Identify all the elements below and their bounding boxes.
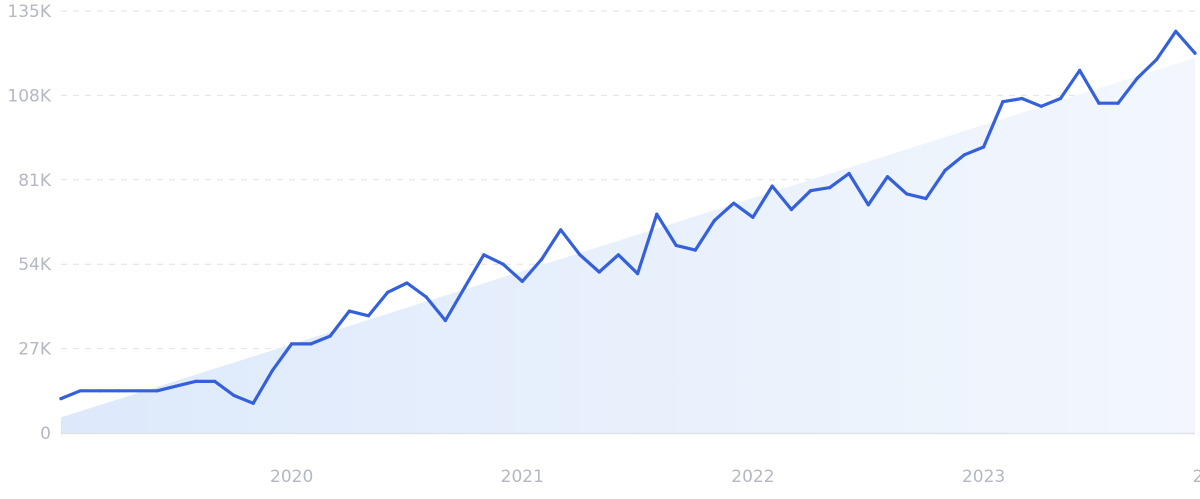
data-point bbox=[213, 379, 217, 383]
data-point bbox=[1097, 101, 1101, 105]
data-point bbox=[270, 368, 274, 373]
x-tick-label: 2023 bbox=[962, 467, 1005, 487]
y-tick-label: 54K bbox=[18, 255, 52, 275]
data-point bbox=[1174, 29, 1178, 33]
data-point bbox=[732, 201, 736, 205]
data-point bbox=[1039, 104, 1043, 108]
data-point bbox=[1193, 51, 1197, 55]
trend-area-fill bbox=[61, 57, 1195, 434]
data-point bbox=[386, 290, 390, 294]
data-point bbox=[290, 342, 294, 346]
data-point bbox=[866, 203, 870, 207]
data-point bbox=[693, 248, 697, 252]
data-point bbox=[1155, 57, 1159, 62]
data-point bbox=[616, 253, 621, 257]
data-point bbox=[559, 228, 563, 232]
data-point bbox=[578, 253, 582, 257]
data-point bbox=[155, 389, 159, 393]
data-point bbox=[136, 389, 140, 393]
x-tick-label: 2020 bbox=[270, 467, 313, 487]
data-point bbox=[885, 175, 890, 179]
x-tick-label: 2024 bbox=[1193, 467, 1200, 487]
y-tick-label: 135K bbox=[7, 2, 51, 22]
data-point bbox=[597, 270, 601, 274]
data-point bbox=[636, 272, 640, 276]
data-point bbox=[232, 393, 236, 398]
data-point bbox=[828, 186, 832, 190]
data-point bbox=[328, 334, 332, 338]
x-tick-label: 2021 bbox=[501, 467, 544, 487]
data-point bbox=[789, 207, 794, 212]
data-point bbox=[712, 218, 717, 222]
series-line-0 bbox=[59, 29, 1197, 405]
data-point bbox=[463, 286, 467, 290]
data-point bbox=[1116, 101, 1120, 105]
data-point bbox=[1135, 76, 1139, 80]
data-point bbox=[1078, 68, 1082, 72]
data-point bbox=[1001, 100, 1005, 104]
data-point bbox=[751, 215, 755, 219]
data-point bbox=[174, 384, 178, 388]
y-axis-ticks: 0 27K 54K 81K 108K 135K bbox=[7, 2, 51, 444]
series-layer bbox=[59, 29, 1197, 405]
data-point bbox=[97, 389, 101, 393]
data-point bbox=[924, 197, 928, 201]
data-point bbox=[655, 212, 659, 216]
y-tick-label: 81K bbox=[18, 171, 52, 191]
data-point bbox=[905, 192, 909, 196]
y-tick-label: 0 bbox=[40, 424, 51, 444]
data-point bbox=[539, 257, 544, 262]
data-point bbox=[1020, 96, 1024, 101]
data-point bbox=[309, 342, 313, 346]
data-point bbox=[770, 184, 774, 188]
data-point bbox=[809, 189, 813, 193]
data-point bbox=[59, 397, 63, 401]
x-axis-ticks: 2020 2021 2022 2023 2024 bbox=[270, 467, 1200, 487]
x-tick-label: 2022 bbox=[731, 467, 774, 487]
data-point bbox=[943, 168, 947, 172]
y-tick-label: 108K bbox=[7, 86, 51, 106]
data-point bbox=[347, 309, 351, 313]
data-point bbox=[193, 379, 198, 383]
data-point bbox=[482, 253, 486, 257]
data-point bbox=[366, 314, 371, 318]
data-point bbox=[405, 281, 409, 285]
data-point bbox=[501, 262, 505, 266]
data-point bbox=[520, 279, 524, 283]
data-point bbox=[443, 318, 447, 323]
trend-area bbox=[61, 57, 1195, 434]
data-point bbox=[251, 401, 255, 405]
data-point bbox=[424, 295, 428, 299]
data-point bbox=[78, 389, 82, 393]
data-point bbox=[847, 171, 851, 176]
data-point bbox=[962, 153, 967, 157]
y-tick-label: 27K bbox=[18, 340, 52, 360]
data-point bbox=[1058, 96, 1063, 101]
data-point bbox=[674, 243, 678, 247]
data-point bbox=[117, 389, 121, 393]
data-point bbox=[982, 145, 986, 149]
